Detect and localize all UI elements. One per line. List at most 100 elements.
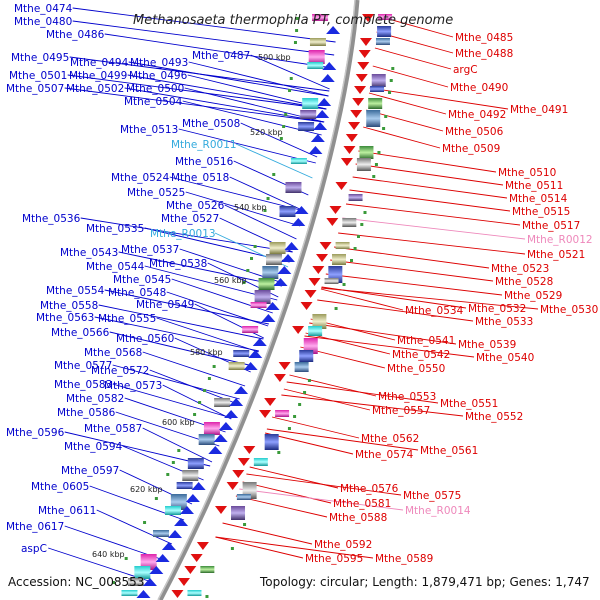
gene-label[interactable]: Mthe_0509 <box>442 143 500 155</box>
gene-label[interactable]: Mthe_0605 <box>31 481 89 493</box>
gene-label[interactable]: Mthe_0487 <box>192 50 250 62</box>
gene-label[interactable]: Mthe_0583 <box>54 379 112 391</box>
gene-label[interactable]: Mthe_0553 <box>378 391 436 403</box>
gene-label[interactable]: Mthe_0485 <box>455 32 513 44</box>
gene-label[interactable]: Mthe_0496 <box>129 70 188 82</box>
gene-label[interactable]: Mthe_0594 <box>64 441 123 453</box>
gene-label[interactable]: Mthe_0508 <box>182 118 240 130</box>
gene-label[interactable]: Mthe_0492 <box>448 109 506 121</box>
gene-label[interactable]: Mthe_0480 <box>14 16 72 28</box>
gene-label[interactable]: Mthe_0562 <box>361 433 419 445</box>
gene-label[interactable]: Mthe_0561 <box>420 445 478 457</box>
gene-label[interactable]: Mthe_0588 <box>329 512 387 524</box>
gene-label[interactable]: Mthe_0532 <box>468 303 526 315</box>
gene-label[interactable]: Mthe_0526 <box>166 200 225 212</box>
feature-block <box>165 506 182 515</box>
gene-label[interactable]: Mthe_0560 <box>116 333 174 345</box>
gene-label[interactable]: Mthe_0528 <box>495 276 553 288</box>
gene-label[interactable]: Mthe_0555 <box>98 313 156 325</box>
gene-label[interactable]: Mthe_0494 <box>70 57 129 69</box>
gene-label[interactable]: Mthe_0493 <box>130 57 188 69</box>
gene-label[interactable]: Mthe_0515 <box>512 206 570 218</box>
gene-label[interactable]: Mthe_0549 <box>136 299 194 311</box>
gene-label[interactable]: Mthe_0587 <box>84 423 142 435</box>
gene-label[interactable]: Mthe_0500 <box>126 83 184 95</box>
gene-label[interactable]: Mthe_0517 <box>522 220 580 232</box>
gene-label[interactable]: Mthe_0597 <box>61 465 119 477</box>
gene-label[interactable]: Mthe_0544 <box>86 261 145 273</box>
gene-label[interactable]: Mthe_0582 <box>66 393 124 405</box>
gene-label[interactable]: Mthe_0540 <box>476 352 534 364</box>
gene-label[interactable]: Mthe_0577 <box>54 360 112 372</box>
gene-label[interactable]: Mthe_0486 <box>46 29 105 41</box>
gene-label[interactable]: Mthe_0490 <box>450 82 508 94</box>
gene-label[interactable]: Mthe_0524 <box>111 172 170 184</box>
gene-label[interactable]: argC <box>453 64 478 76</box>
gene-label[interactable]: Mthe_0611 <box>38 505 96 517</box>
connector-line <box>305 332 391 355</box>
gene-label[interactable]: Mthe_0491 <box>510 104 568 116</box>
gene-label[interactable]: Mthe_0504 <box>124 96 183 108</box>
gene-label[interactable]: Mthe_0596 <box>6 427 65 439</box>
connector-line <box>67 74 327 110</box>
gene-label-rna[interactable]: Mthe_R0011 <box>171 139 237 151</box>
gene-label[interactable]: Mthe_0592 <box>314 539 372 551</box>
gene-label[interactable]: Mthe_0550 <box>387 363 445 375</box>
gene-label[interactable]: Mthe_0502 <box>66 83 124 95</box>
gene-label[interactable]: Mthe_0514 <box>509 193 568 205</box>
gene-label[interactable]: Mthe_0513 <box>120 124 178 136</box>
gene-label[interactable]: Mthe_0586 <box>57 407 116 419</box>
gene-label[interactable]: Mthe_0499 <box>69 70 127 82</box>
gene-label[interactable]: Mthe_0488 <box>455 48 513 60</box>
gene-label[interactable]: Mthe_0552 <box>465 411 523 423</box>
gene-label[interactable]: Mthe_0506 <box>445 126 504 138</box>
gene-label[interactable]: Mthe_0537 <box>121 244 179 256</box>
gene-label[interactable]: Mthe_0543 <box>60 247 118 259</box>
gene-label[interactable]: Mthe_0495 <box>11 52 69 64</box>
gene-label[interactable]: Mthe_0534 <box>405 305 464 317</box>
gene-label[interactable]: Mthe_0557 <box>372 405 430 417</box>
gene-label[interactable]: Mthe_0568 <box>84 347 142 359</box>
gene-label[interactable]: Mthe_0573 <box>104 380 162 392</box>
gene-label[interactable]: Mthe_0518 <box>171 172 229 184</box>
gene-label[interactable]: Mthe_0525 <box>127 187 185 199</box>
feature-block <box>200 566 215 573</box>
gene-label[interactable]: Mthe_0535 <box>86 223 144 235</box>
gene-label[interactable]: Mthe_0545 <box>113 274 171 286</box>
gene-label[interactable]: Mthe_0527 <box>161 213 219 225</box>
gene-label[interactable]: Mthe_0510 <box>498 167 556 179</box>
gene-label[interactable]: Mthe_0530 <box>540 304 598 316</box>
gene-label[interactable]: Mthe_0523 <box>491 263 549 275</box>
gene-label[interactable]: Mthe_0511 <box>505 180 563 192</box>
gene-label-rna[interactable]: Mthe_R0013 <box>150 228 216 240</box>
gene-label[interactable]: Mthe_0536 <box>22 213 81 225</box>
gene-label[interactable]: Mthe_0581 <box>333 498 391 510</box>
gene-label[interactable]: aspC <box>21 543 47 555</box>
gene-label[interactable]: Mthe_0558 <box>40 300 98 312</box>
gene-label[interactable]: Mthe_0548 <box>108 287 166 299</box>
gene-label[interactable]: Mthe_0521 <box>527 249 585 261</box>
gene-label[interactable]: Mthe_0589 <box>375 553 433 565</box>
gene-label[interactable]: Mthe_0576 <box>340 483 399 495</box>
gene-label[interactable]: Mthe_0595 <box>305 553 363 565</box>
gene-label[interactable]: Mthe_0566 <box>51 327 110 339</box>
gene-label[interactable]: Mthe_0551 <box>440 398 498 410</box>
gene-label[interactable]: Mthe_0575 <box>403 490 461 502</box>
gene-label[interactable]: Mthe_0554 <box>46 285 105 297</box>
gene-label[interactable]: Mthe_0538 <box>149 258 207 270</box>
gene-label[interactable]: Mthe_0541 <box>397 335 455 347</box>
gene-label[interactable]: Mthe_0539 <box>458 339 516 351</box>
gene-label[interactable]: Mthe_0542 <box>392 349 450 361</box>
gene-label-rna[interactable]: Mthe_R0014 <box>405 505 471 517</box>
gene-label[interactable]: Mthe_0516 <box>175 156 234 168</box>
gene-label-rna[interactable]: Mthe_R0012 <box>527 234 593 246</box>
gene-label[interactable]: Mthe_0572 <box>91 365 149 377</box>
gene-label[interactable]: Mthe_0529 <box>504 290 562 302</box>
gene-label[interactable]: Mthe_0507 <box>6 83 64 95</box>
gene-label[interactable]: Mthe_0574 <box>355 449 414 461</box>
gene-label[interactable]: Mthe_0617 <box>6 521 64 533</box>
gene-label[interactable]: Mthe_0563 <box>36 312 94 324</box>
gene-label[interactable]: Mthe_0474 <box>14 3 73 15</box>
gene-label[interactable]: Mthe_0533 <box>475 316 533 328</box>
gene-label[interactable]: Mthe_0501 <box>9 70 67 82</box>
